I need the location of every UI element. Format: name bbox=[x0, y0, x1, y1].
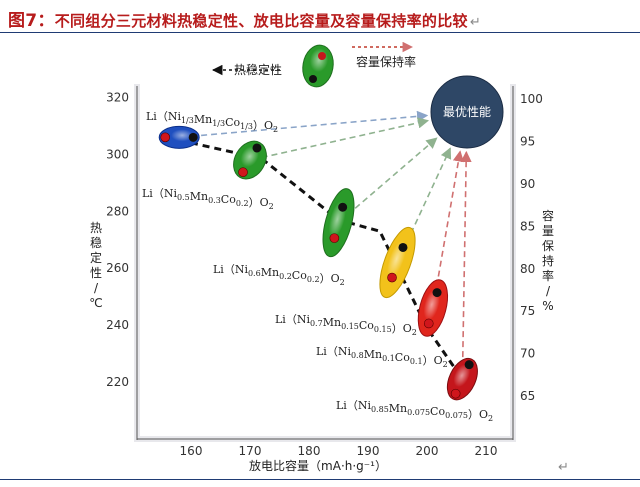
thermal-dot bbox=[387, 272, 397, 283]
right-tick-label: 95 bbox=[520, 135, 535, 149]
thermal-trend-path bbox=[260, 157, 464, 381]
retention-dot bbox=[338, 202, 348, 212]
material-label: Li（Ni0.5Mn0.3Co0.2）O2 bbox=[142, 187, 274, 211]
title-return-mark: ↵ bbox=[469, 15, 482, 30]
bottom-rule bbox=[0, 479, 640, 480]
right-tick-label: 90 bbox=[520, 177, 535, 191]
thermal-dot bbox=[423, 318, 434, 329]
x-tick-label: 180 bbox=[298, 444, 321, 458]
retention-dot bbox=[432, 288, 442, 298]
material-point bbox=[233, 140, 267, 180]
right-axis-label: 容量保持率/% bbox=[542, 208, 554, 313]
performance-arrows bbox=[191, 110, 472, 368]
performance-arrow bbox=[401, 147, 452, 252]
material-point bbox=[158, 125, 200, 149]
best-performance-marker bbox=[430, 75, 504, 149]
right-tick-label: 80 bbox=[520, 262, 535, 276]
right-tick-label: 65 bbox=[520, 389, 535, 403]
legend-ellipse-icon bbox=[302, 44, 334, 88]
x-tick-label: 210 bbox=[475, 444, 498, 458]
left-tick-label: 260 bbox=[106, 261, 129, 275]
material-label: Li（Ni0.8Mn0.1Co0.1）O2 bbox=[316, 345, 448, 369]
material-label: Li（Ni0.85Mn0.075Co0.075）O2 bbox=[336, 399, 493, 423]
performance-arrow bbox=[460, 150, 472, 368]
material-point bbox=[446, 357, 478, 401]
axis-label-char: 定 bbox=[90, 250, 102, 265]
axis-label-char: ℃ bbox=[89, 296, 102, 310]
x-tick-label: 160 bbox=[180, 444, 203, 458]
top-rule bbox=[0, 32, 640, 33]
material-label: Li（Ni0.7Mn0.15Co0.15）O2 bbox=[275, 313, 417, 337]
right-tick-labels: 65 70 75 80 85 90 95 100 bbox=[520, 92, 543, 403]
material-label: Li（Ni1/3Mn1/3Co1/3）O2 bbox=[146, 110, 278, 134]
retention-dot bbox=[188, 132, 198, 142]
right-tick-label: 70 bbox=[520, 347, 535, 361]
material-highlight bbox=[171, 129, 194, 142]
left-tick-label: 220 bbox=[106, 375, 129, 389]
left-tick-labels: 220 240 260 280 300 320 bbox=[106, 91, 129, 390]
left-tick-label: 320 bbox=[106, 91, 129, 105]
x-tick-labels: 160 170 180 190 200 210 bbox=[180, 444, 498, 458]
axis-label-char: 保 bbox=[542, 239, 554, 253]
thermal-dot bbox=[160, 132, 170, 143]
material-point bbox=[322, 188, 355, 258]
axis-label-char: / bbox=[546, 284, 551, 298]
axis-label-char: % bbox=[542, 299, 553, 313]
retention-annotation: 容量保持率 bbox=[356, 54, 416, 69]
left-tick-label: 300 bbox=[106, 147, 129, 161]
axis-label-char: 量 bbox=[542, 224, 554, 238]
best-performance-label: 最优性能 bbox=[443, 105, 491, 119]
right-tick-label: 75 bbox=[520, 304, 535, 318]
axis-label-char: 稳 bbox=[90, 235, 102, 250]
x-tick-label: 200 bbox=[416, 444, 439, 458]
retention-dot bbox=[398, 242, 408, 252]
material-highlight bbox=[453, 364, 471, 387]
performance-arrow bbox=[261, 117, 430, 159]
left-axis-label: 热稳定性/℃ bbox=[89, 221, 102, 310]
axis-label-char: 持 bbox=[542, 253, 554, 268]
material-point bbox=[379, 226, 416, 299]
left-tick-label: 240 bbox=[106, 318, 129, 332]
end-return-mark: ↵ bbox=[558, 460, 569, 475]
figure-title: 图7：不同组分三元材料热稳定性、放电比容量及容量保持率的比较 ↵ bbox=[8, 6, 481, 31]
right-tick-label: 85 bbox=[520, 219, 535, 233]
left-tick-label: 280 bbox=[106, 204, 129, 218]
material-labels: Li（Ni1/3Mn1/3Co1/3）O2 Li（Ni0.5Mn0.3Co0.2）… bbox=[142, 110, 493, 423]
figure-label: 图7： bbox=[8, 11, 55, 31]
axis-label-char: 容 bbox=[542, 208, 554, 223]
axis-label-char: 率 bbox=[542, 268, 554, 283]
x-axis-label: 放电比容量（mA·h·g⁻¹） bbox=[249, 458, 387, 473]
performance-arrow bbox=[434, 150, 464, 297]
thermal-dot bbox=[238, 167, 248, 178]
material-point bbox=[417, 279, 449, 337]
figure-title-text: 不同组分三元材料热稳定性、放电比容量及容量保持率的比较 bbox=[54, 12, 468, 30]
thermal-dot bbox=[450, 388, 461, 399]
x-tick-label: 190 bbox=[357, 444, 380, 458]
material-points bbox=[158, 125, 478, 401]
retention-dot bbox=[252, 143, 262, 153]
axis-label-char: / bbox=[94, 281, 99, 295]
axis-label-char: 热 bbox=[90, 221, 102, 235]
material-label: Li（Ni0.6Mn0.2Co0.2）O2 bbox=[213, 263, 345, 287]
retention-dot bbox=[464, 360, 474, 370]
x-tick-label: 170 bbox=[239, 444, 262, 458]
right-tick-label: 100 bbox=[520, 92, 543, 106]
thermal-dot bbox=[329, 233, 340, 243]
axis-label-char: 性 bbox=[90, 266, 102, 280]
thermal-annotation: 热稳定性 bbox=[234, 62, 282, 77]
